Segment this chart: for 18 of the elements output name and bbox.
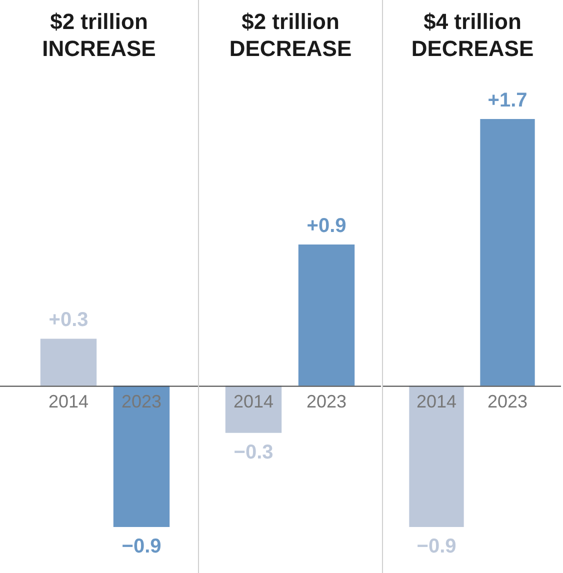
- x-tick-label: 2014: [48, 392, 89, 412]
- chart-subtitle: DECREASE: [228, 35, 353, 62]
- data-label: −0.9: [416, 536, 456, 558]
- chart-title: $2 trillion: [49, 8, 149, 35]
- data-label: +1.7: [488, 90, 528, 112]
- chart-title: $4 trillion: [422, 8, 522, 35]
- x-tick-label: 2014: [233, 392, 274, 412]
- x-tick-label: 2014: [416, 392, 457, 412]
- chart-subtitle: DECREASE: [410, 35, 535, 62]
- x-tick-label: 2023: [487, 392, 528, 412]
- chart-subtitle: INCREASE: [41, 35, 157, 62]
- x-tick-label: 2023: [306, 392, 347, 412]
- x-tick-label: 2023: [121, 392, 162, 412]
- data-label: +0.3: [48, 309, 88, 332]
- chart-title: $2 trillion: [240, 8, 340, 35]
- data-label: −0.9: [122, 536, 162, 558]
- data-label: +0.9: [306, 215, 346, 238]
- data-label: −0.3: [234, 441, 274, 464]
